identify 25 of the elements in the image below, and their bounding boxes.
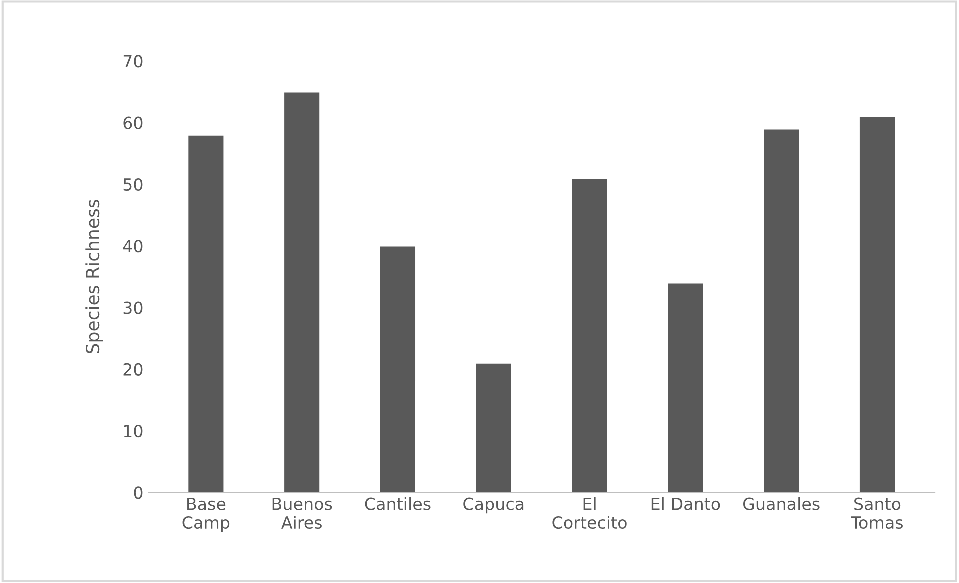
y-tick-label: 70	[124, 55, 143, 68]
y-tick-label: 30	[124, 302, 143, 314]
x-tick-label: Capuca	[464, 498, 524, 514]
bar	[283, 91, 321, 493]
bar	[762, 128, 800, 493]
y-tick-label: 50	[124, 178, 143, 192]
x-tick-label: El Cortecito	[552, 497, 627, 530]
bar	[858, 116, 896, 493]
bar	[474, 362, 513, 493]
x-tick-label: Santo Tomas	[851, 498, 904, 530]
bar	[379, 245, 417, 493]
x-tick-label: Base Camp	[182, 498, 230, 532]
bar	[570, 178, 609, 493]
y-tick-label: 40	[123, 240, 143, 253]
y-tick-label: 0	[134, 486, 143, 500]
y-tick-label: 10	[124, 424, 143, 438]
x-tick-label: Cantiles	[365, 497, 431, 510]
x-tick-label: Buenos Aires	[272, 498, 332, 530]
x-tick-label: Guanales	[744, 497, 820, 510]
y-tick-label: 20	[124, 363, 143, 376]
y-axis-title: Species Richness	[86, 200, 104, 354]
bar	[666, 282, 705, 493]
bar	[187, 134, 226, 493]
x-tick-label: El Danto	[652, 497, 720, 510]
y-tick-label: 60	[124, 116, 143, 130]
